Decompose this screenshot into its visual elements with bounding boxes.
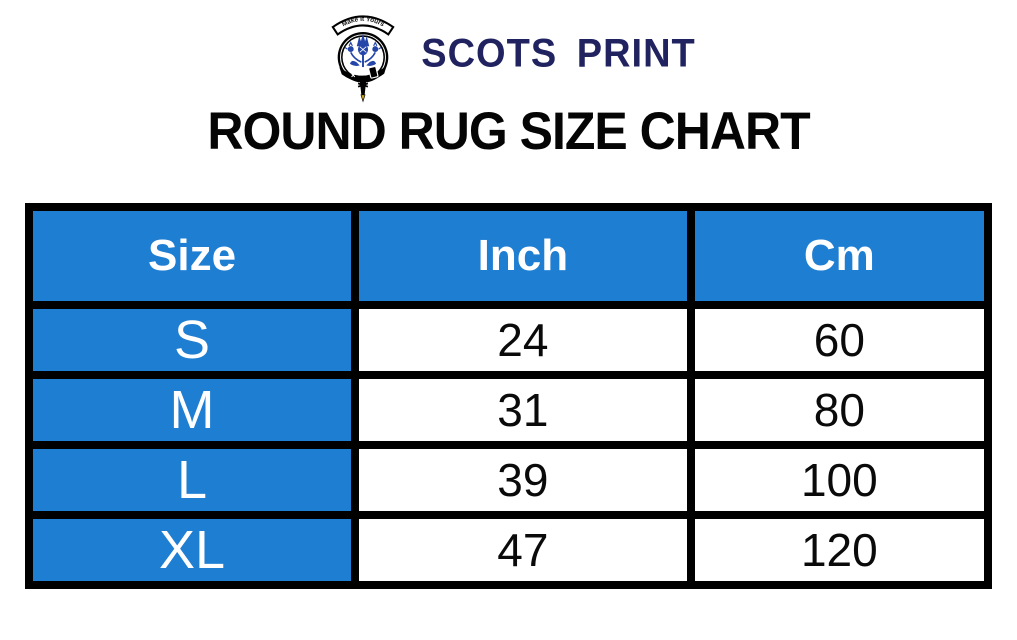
cell-cm-2: 100 (686, 441, 993, 519)
table-row: M 31 80 (24, 371, 993, 449)
crest-banner: Make It Yours (331, 15, 395, 36)
page-title: ROUND RUG SIZE CHART (207, 101, 810, 161)
size-chart: Size Inch Cm S 24 60 M 31 80 L 3 (24, 203, 993, 589)
table-header: Size Inch Cm (24, 203, 993, 309)
table-row: L 39 100 (24, 441, 993, 519)
cell-size-2: L (24, 441, 360, 519)
cell-cm-0: 60 (686, 301, 993, 379)
thistle-icon (344, 33, 382, 68)
cell-inch-0: 24 (351, 301, 695, 379)
header-cell-size: Size (24, 203, 360, 309)
cell-cm-3: 120 (686, 511, 993, 589)
brand-name: SCOTS PRINT (421, 31, 696, 76)
table-row: S 24 60 (24, 301, 993, 379)
crest-belt (339, 65, 387, 103)
table-row: XL 47 120 (24, 511, 993, 589)
cell-size-0: S (24, 301, 360, 379)
scots-print-crest-icon: Make It Yours (331, 15, 395, 103)
cell-size-3: XL (24, 511, 360, 589)
brand-header: Make It Yours (0, 4, 1017, 104)
header-cell-cm: Cm (686, 203, 993, 309)
size-chart-table: Size Inch Cm S 24 60 M 31 80 L 3 (24, 203, 993, 589)
table-body: S 24 60 M 31 80 L 39 100 XL 47 120 (24, 301, 993, 589)
cell-size-1: M (24, 371, 360, 449)
header-cell-inch: Inch (351, 203, 695, 309)
cell-inch-1: 31 (351, 371, 695, 449)
cell-cm-1: 80 (686, 371, 993, 449)
cell-inch-2: 39 (351, 441, 695, 519)
cell-inch-3: 47 (351, 511, 695, 589)
header-row: Size Inch Cm (24, 203, 993, 309)
